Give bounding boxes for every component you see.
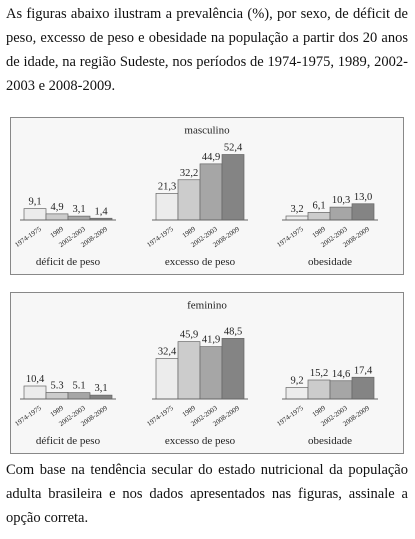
value-label: 3,1 — [94, 383, 107, 394]
value-label: 9,1 — [28, 197, 41, 208]
bar — [177, 179, 201, 221]
chart: feminino10,41974-19755.319895.12002-2003… — [10, 292, 404, 454]
bar — [67, 215, 91, 221]
chart-title: feminino — [187, 300, 227, 312]
value-label: 48,5 — [224, 326, 242, 337]
outro-text: Com base na tendência secular do estado … — [6, 462, 408, 526]
intro-text: As figuras abaixo ilustram a prevalência… — [6, 6, 408, 94]
value-label: 17,4 — [354, 365, 373, 376]
group-label: déficit de peso — [36, 435, 101, 447]
bar — [307, 212, 331, 221]
bar — [285, 387, 309, 400]
value-label: 45,9 — [180, 330, 198, 341]
value-label: 52,4 — [224, 143, 243, 154]
value-label: 32,2 — [180, 168, 198, 179]
bar — [45, 213, 69, 221]
value-label: 44,9 — [202, 152, 220, 163]
bar — [329, 380, 353, 400]
chart: masculino9,11974-19754,919893,12002-2003… — [10, 117, 404, 275]
value-label: 13,0 — [354, 192, 372, 203]
bar — [285, 215, 309, 221]
bar — [221, 154, 245, 221]
value-label: 10,4 — [26, 374, 45, 385]
value-label: 15,2 — [310, 368, 328, 379]
bar — [351, 203, 375, 221]
value-label: 41,9 — [202, 335, 220, 346]
value-label: 21,3 — [158, 181, 176, 192]
group-label: obesidade — [308, 435, 352, 447]
group-label: déficit de peso — [36, 256, 101, 268]
value-label: 5.1 — [72, 381, 85, 392]
value-label: 1,4 — [94, 206, 108, 217]
bar — [329, 206, 353, 221]
group-label: excesso de peso — [165, 435, 236, 447]
bar — [199, 346, 223, 400]
value-label: 4,9 — [50, 202, 63, 213]
bar — [307, 379, 331, 400]
bar — [155, 358, 179, 400]
bar — [221, 338, 245, 400]
bar — [351, 376, 375, 400]
value-label: 14,6 — [332, 369, 350, 380]
bar — [177, 341, 201, 400]
bar — [45, 392, 69, 400]
bar — [155, 193, 179, 221]
value-label: 32,4 — [158, 347, 177, 358]
chart-title: masculino — [184, 125, 230, 137]
value-label: 10,3 — [332, 195, 350, 206]
bar — [67, 392, 91, 400]
group-label: excesso de peso — [165, 256, 236, 268]
value-label: 6,1 — [312, 200, 325, 211]
bar — [23, 208, 47, 221]
group-label: obesidade — [308, 256, 352, 268]
bar — [199, 163, 223, 221]
value-label: 3,1 — [72, 204, 85, 215]
value-label: 9,2 — [290, 376, 303, 387]
bar — [89, 394, 113, 400]
value-label: 5.3 — [50, 380, 63, 391]
bar — [23, 385, 47, 400]
value-label: 3,2 — [290, 204, 303, 215]
